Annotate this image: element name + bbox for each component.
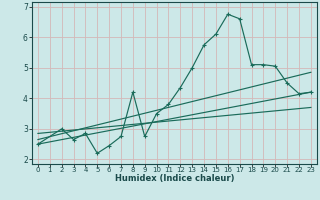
X-axis label: Humidex (Indice chaleur): Humidex (Indice chaleur): [115, 174, 234, 183]
